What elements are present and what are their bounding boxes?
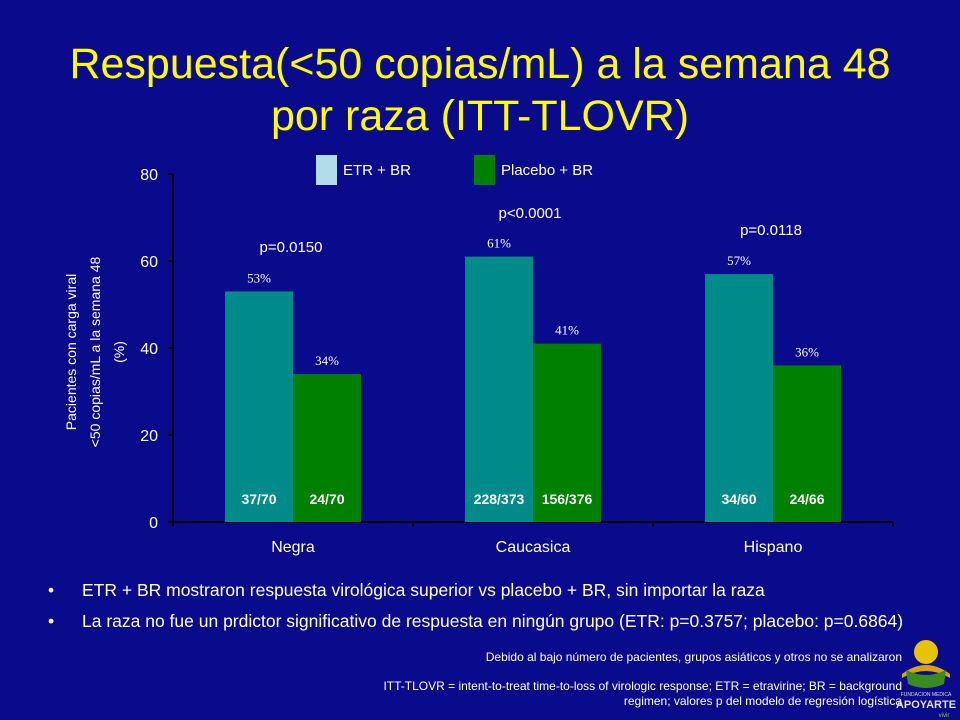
bar-count-label: 156/376 — [542, 491, 593, 507]
p-value-label: p=0.0118 — [740, 222, 802, 239]
y-tick-label: 0 — [149, 515, 158, 532]
bullet-text: ETR + BR mostraron respuesta virológica … — [82, 580, 765, 600]
bullet-item: • ETR + BR mostraron respuesta virológic… — [48, 578, 928, 603]
bar-value-label: 53% — [247, 270, 271, 285]
bar-value-label: 61% — [487, 236, 511, 251]
bar-value-label: 36% — [795, 344, 819, 359]
y-tick-label: 60 — [140, 254, 158, 271]
bar-count-label: 34/60 — [721, 491, 756, 507]
bar-count-label: 24/66 — [789, 491, 824, 507]
footnote-sample-size: Debido al bajo número de pacientes, grup… — [485, 650, 902, 664]
bar-value-label: 57% — [727, 253, 751, 268]
legend-swatch — [474, 155, 495, 185]
footnote-abbreviations: ITT-TLOVR = intent-to-treat time-to-loss… — [383, 679, 902, 708]
y-tick-label: 40 — [140, 341, 158, 358]
svg-text:vivir: vivir — [939, 713, 950, 718]
p-value-label: p=0.0150 — [260, 239, 323, 256]
svg-text:FUNDACION MEDICA: FUNDACION MEDICA — [901, 692, 952, 698]
bullet-dot-icon: • — [48, 611, 55, 631]
bullet-list: • ETR + BR mostraron respuesta virológic… — [48, 578, 928, 640]
x-tick-label: Negra — [271, 539, 315, 556]
bar-value-label: 34% — [315, 353, 339, 368]
bullet-item: • La raza no fue un prdictor significati… — [48, 609, 928, 634]
bar — [465, 256, 533, 522]
bar — [773, 365, 841, 522]
x-tick-label: Hispano — [744, 539, 803, 556]
bar — [293, 374, 361, 522]
bar — [705, 274, 773, 522]
y-axis-label: <50 copias/mL a la semana 48 — [87, 257, 103, 448]
bar — [533, 343, 601, 522]
bar-count-label: 228/373 — [474, 491, 525, 507]
y-axis-label: (%) — [111, 341, 127, 363]
y-tick-label: 80 — [140, 167, 158, 184]
bar-count-label: 24/70 — [309, 491, 344, 507]
bullet-dot-icon: • — [48, 580, 55, 600]
y-tick-label: 20 — [140, 428, 158, 445]
x-tick-label: Caucasica — [496, 539, 571, 556]
p-value-label: p<0.0001 — [499, 205, 562, 222]
y-axis-label: Pacientes con carga viral — [63, 274, 79, 430]
svg-text:APOYARTE: APOYARTE — [896, 699, 956, 711]
bullet-text: La raza no fue un prdictor significativo… — [82, 611, 904, 631]
apoyarte-logo: FUNDACION MEDICA APOYARTE vivir — [896, 640, 956, 718]
bar-count-label: 37/70 — [241, 491, 276, 507]
legend-label: Placebo + BR — [501, 162, 593, 179]
bar-value-label: 41% — [555, 323, 579, 338]
legend-swatch — [316, 155, 337, 185]
slide-title: Respuesta(<50 copias/mL) a la semana 48 … — [69, 40, 891, 140]
bar — [225, 291, 293, 522]
legend-label: ETR + BR — [343, 162, 411, 179]
